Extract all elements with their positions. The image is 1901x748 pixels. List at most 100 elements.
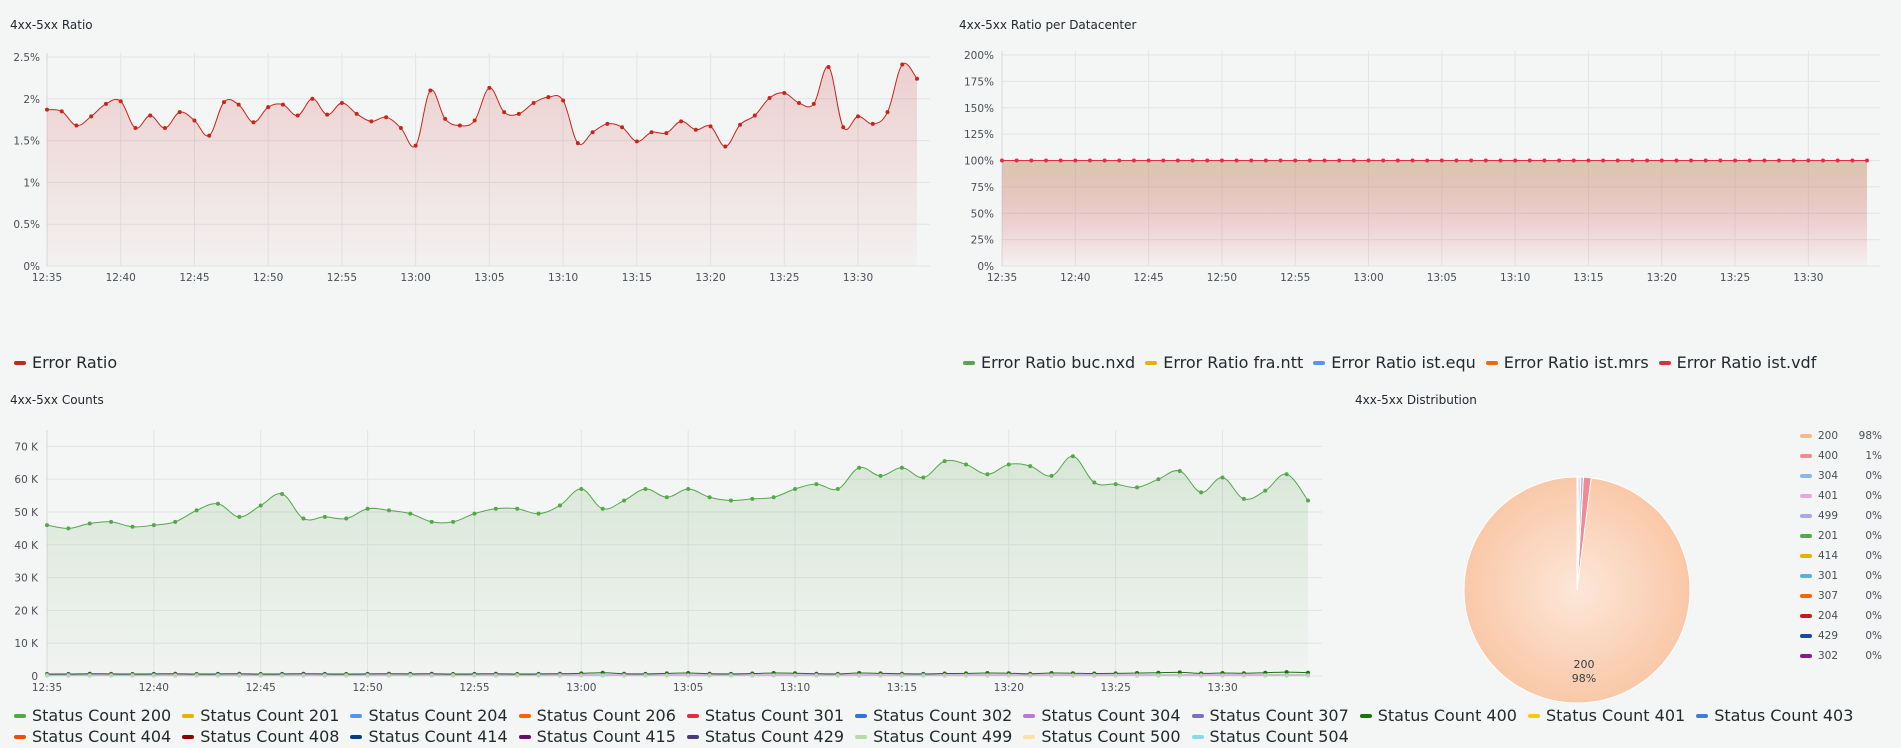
data-point[interactable] [899, 673, 904, 678]
data-point[interactable] [103, 101, 108, 106]
data-point[interactable] [814, 673, 819, 678]
data-point[interactable] [1557, 158, 1562, 163]
data-point[interactable] [369, 119, 374, 124]
data-point[interactable] [109, 519, 114, 524]
data-point[interactable] [771, 673, 776, 678]
data-point[interactable] [557, 673, 562, 678]
legend-item[interactable]: Error Ratio buc.nxd [963, 353, 1135, 372]
data-point[interactable] [173, 519, 178, 524]
data-point[interactable] [45, 673, 49, 678]
data-point[interactable] [707, 673, 712, 678]
data-point[interactable] [354, 111, 359, 116]
data-point[interactable] [1293, 158, 1298, 163]
data-point[interactable] [457, 123, 462, 128]
data-point[interactable] [649, 130, 654, 135]
data-point[interactable] [1527, 158, 1532, 163]
data-point[interactable] [1161, 158, 1166, 163]
data-point[interactable] [793, 487, 798, 492]
data-point[interactable] [1175, 158, 1180, 163]
data-point[interactable] [408, 673, 413, 678]
data-point[interactable] [1070, 454, 1075, 459]
data-point[interactable] [814, 482, 819, 487]
data-point[interactable] [493, 673, 498, 678]
data-point[interactable] [1284, 472, 1289, 477]
data-point[interactable] [857, 465, 862, 470]
data-point[interactable] [339, 100, 344, 105]
data-point[interactable] [66, 673, 71, 678]
data-point[interactable] [1073, 158, 1078, 163]
data-point[interactable] [738, 122, 743, 127]
data-point[interactable] [344, 673, 349, 678]
data-point[interactable] [600, 673, 605, 678]
data-point[interactable] [1199, 673, 1204, 678]
data-point[interactable] [207, 133, 212, 138]
data-point[interactable] [686, 673, 691, 678]
data-point[interactable] [1306, 673, 1310, 678]
data-point[interactable] [280, 102, 285, 107]
data-point[interactable] [643, 673, 648, 678]
data-point[interactable] [590, 130, 595, 135]
pie-legend-item[interactable]: 204 0% [1800, 606, 1896, 626]
data-point[interactable] [487, 85, 492, 90]
data-point[interactable] [1586, 158, 1591, 163]
data-point[interactable] [771, 495, 776, 500]
data-point[interactable] [561, 98, 566, 103]
data-point[interactable] [1615, 158, 1620, 163]
data-point[interactable] [1263, 673, 1268, 678]
data-point[interactable] [1190, 158, 1195, 163]
data-point[interactable] [1410, 158, 1415, 163]
data-point[interactable] [1284, 673, 1289, 678]
data-point[interactable] [693, 127, 698, 132]
data-point[interactable] [1006, 673, 1011, 678]
legend-item[interactable]: Status Count 400 [1359, 706, 1517, 725]
data-point[interactable] [1821, 158, 1826, 163]
data-point[interactable] [1718, 158, 1723, 163]
data-point[interactable] [985, 472, 990, 477]
data-point[interactable] [1306, 498, 1310, 503]
data-point[interactable] [835, 487, 840, 492]
legend-item[interactable]: Status Count 401 [1527, 706, 1685, 725]
data-point[interactable] [664, 673, 669, 678]
data-point[interactable] [531, 100, 536, 105]
data-point[interactable] [344, 516, 349, 521]
data-point[interactable] [87, 521, 92, 526]
data-point[interactable] [1762, 158, 1767, 163]
data-point[interactable] [251, 120, 256, 125]
counts-chart[interactable]: 0 10 K 20 K 30 K 40 K 50 K 60 K 70 K 12:35 12:40 1… [0, 430, 1330, 740]
data-point[interactable] [686, 487, 691, 492]
data-point[interactable] [579, 673, 584, 678]
data-point[interactable] [1542, 158, 1547, 163]
data-point[interactable] [1199, 490, 1204, 495]
data-point[interactable] [1028, 673, 1033, 678]
data-point[interactable] [605, 121, 610, 126]
data-point[interactable] [841, 125, 846, 130]
legend-item[interactable]: Status Count 206 [518, 706, 676, 725]
data-point[interactable] [1058, 158, 1063, 163]
data-point[interactable] [89, 114, 94, 119]
data-point[interactable] [1131, 158, 1136, 163]
pie-legend-item[interactable]: 304 0% [1800, 466, 1896, 486]
legend-item[interactable]: Status Count 404 [14, 727, 171, 746]
data-point[interactable] [1351, 158, 1356, 163]
legend-item[interactable]: Error Ratio ist.equ [1313, 353, 1476, 372]
legend-item[interactable]: Status Count 429 [686, 727, 844, 746]
data-point[interactable] [942, 459, 947, 464]
pie-legend-item[interactable]: 400 1% [1800, 446, 1896, 466]
data-point[interactable] [59, 109, 64, 114]
data-point[interactable] [325, 112, 330, 117]
data-point[interactable] [857, 673, 862, 678]
data-point[interactable] [1791, 158, 1796, 163]
data-point[interactable] [472, 511, 477, 516]
data-point[interactable] [384, 115, 389, 120]
data-point[interactable] [109, 673, 114, 678]
data-point[interactable] [1043, 158, 1048, 163]
data-point[interactable] [177, 110, 182, 115]
legend-item[interactable]: Status Count 403 [1696, 706, 1853, 725]
data-point[interactable] [921, 673, 926, 678]
data-point[interactable] [301, 516, 306, 521]
pie-slice-other[interactable] [1576, 476, 1579, 591]
data-point[interactable] [723, 144, 728, 149]
data-point[interactable] [546, 95, 551, 100]
data-point[interactable] [921, 475, 926, 480]
